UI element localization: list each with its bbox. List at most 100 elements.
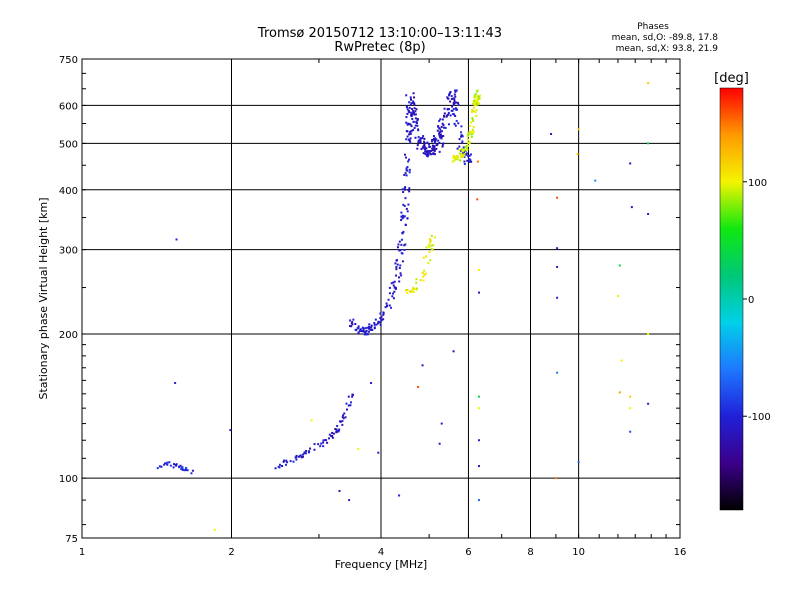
trace-point <box>412 92 415 95</box>
scatter-point <box>370 381 373 384</box>
trace-point <box>410 291 413 294</box>
trace-point <box>460 135 463 138</box>
trace-point <box>313 443 316 446</box>
trace-point <box>438 134 441 137</box>
trace-point <box>471 118 474 121</box>
trace-point <box>367 327 370 330</box>
trace-point <box>414 110 417 113</box>
scatter-point <box>477 407 480 410</box>
trace-point <box>362 327 365 330</box>
trace-point <box>425 255 428 258</box>
trace-point <box>433 149 436 152</box>
trace-point <box>297 455 300 458</box>
trace-point <box>388 304 391 307</box>
trace-point <box>179 464 182 467</box>
trace-point <box>460 153 463 156</box>
trace-point <box>470 133 473 136</box>
trace-point <box>408 106 411 109</box>
trace-point <box>400 274 403 277</box>
trace-point <box>395 266 398 269</box>
trace-point <box>337 429 340 432</box>
y-tick-label: 750 <box>59 55 78 66</box>
trace-point <box>405 116 408 119</box>
trace-point <box>447 113 450 116</box>
trace-point <box>454 115 457 118</box>
trace-point <box>446 108 449 111</box>
trace-point <box>416 144 419 147</box>
scatter-point <box>630 206 633 209</box>
colorbar-tick-label: -100 <box>748 412 771 423</box>
trace-point <box>459 149 462 152</box>
scatter-point <box>476 198 479 201</box>
trace-point <box>342 417 345 420</box>
scatter-point <box>556 296 559 299</box>
trace-point <box>370 328 373 331</box>
y-tick-label: 600 <box>59 101 78 112</box>
trace-point <box>382 318 385 321</box>
trace-point <box>428 250 431 253</box>
trace-point <box>373 326 376 329</box>
y-tick-label: 100 <box>59 474 78 485</box>
trace-point <box>403 187 406 190</box>
trace-point <box>364 330 367 333</box>
trace-point <box>322 445 325 448</box>
trace-point <box>409 103 412 106</box>
trace-point <box>413 102 416 105</box>
trace-point <box>313 448 316 451</box>
trace-point <box>397 276 400 279</box>
trace-point <box>274 467 277 470</box>
trace-point <box>400 219 403 222</box>
trace-point <box>365 333 368 336</box>
trace-point <box>454 90 457 93</box>
trace-point <box>452 97 455 100</box>
trace-point <box>419 139 422 142</box>
x-tick-label: 1 <box>79 547 85 558</box>
trace-point <box>164 462 167 465</box>
trace-point <box>454 157 457 160</box>
trace-point <box>423 142 426 145</box>
trace-point <box>408 133 411 136</box>
trace-point <box>430 234 433 237</box>
trace-point <box>428 237 431 240</box>
trace-point <box>451 105 454 108</box>
trace-point <box>405 167 408 170</box>
trace-point <box>479 94 482 97</box>
trace-point <box>472 110 475 113</box>
trace-point <box>328 433 331 436</box>
trace-point <box>393 280 396 283</box>
scatter-point <box>629 395 632 398</box>
trace-point <box>424 272 427 275</box>
trace-point <box>380 318 383 321</box>
scatter-point <box>452 350 455 353</box>
trace-point <box>185 469 188 472</box>
trace-point <box>473 94 476 97</box>
trace-point <box>278 466 281 469</box>
trace-point <box>335 429 338 432</box>
trace-point <box>408 290 411 293</box>
scatter-point <box>556 265 559 268</box>
trace-point <box>425 246 428 249</box>
trace-point <box>405 94 408 97</box>
trace-point <box>401 260 404 263</box>
trace-point <box>392 284 395 287</box>
scatter-point <box>618 391 621 394</box>
trace-point <box>452 156 455 159</box>
trace-point <box>174 463 177 466</box>
trace-point <box>357 325 360 328</box>
trace-point <box>415 288 418 291</box>
trace-point <box>413 126 416 129</box>
trace-point <box>458 138 461 141</box>
trace-point <box>454 107 457 110</box>
trace-point <box>426 154 429 157</box>
scatter-point <box>629 407 632 410</box>
trace-point <box>464 145 467 148</box>
trace-point <box>338 428 341 431</box>
trace-point <box>362 328 365 331</box>
trace-point <box>357 327 360 330</box>
scatter-point <box>647 213 650 216</box>
trace-point <box>335 431 338 434</box>
trace-point <box>303 451 306 454</box>
trace-point <box>354 323 357 326</box>
trace-point <box>439 130 442 133</box>
trace-point <box>475 99 478 102</box>
